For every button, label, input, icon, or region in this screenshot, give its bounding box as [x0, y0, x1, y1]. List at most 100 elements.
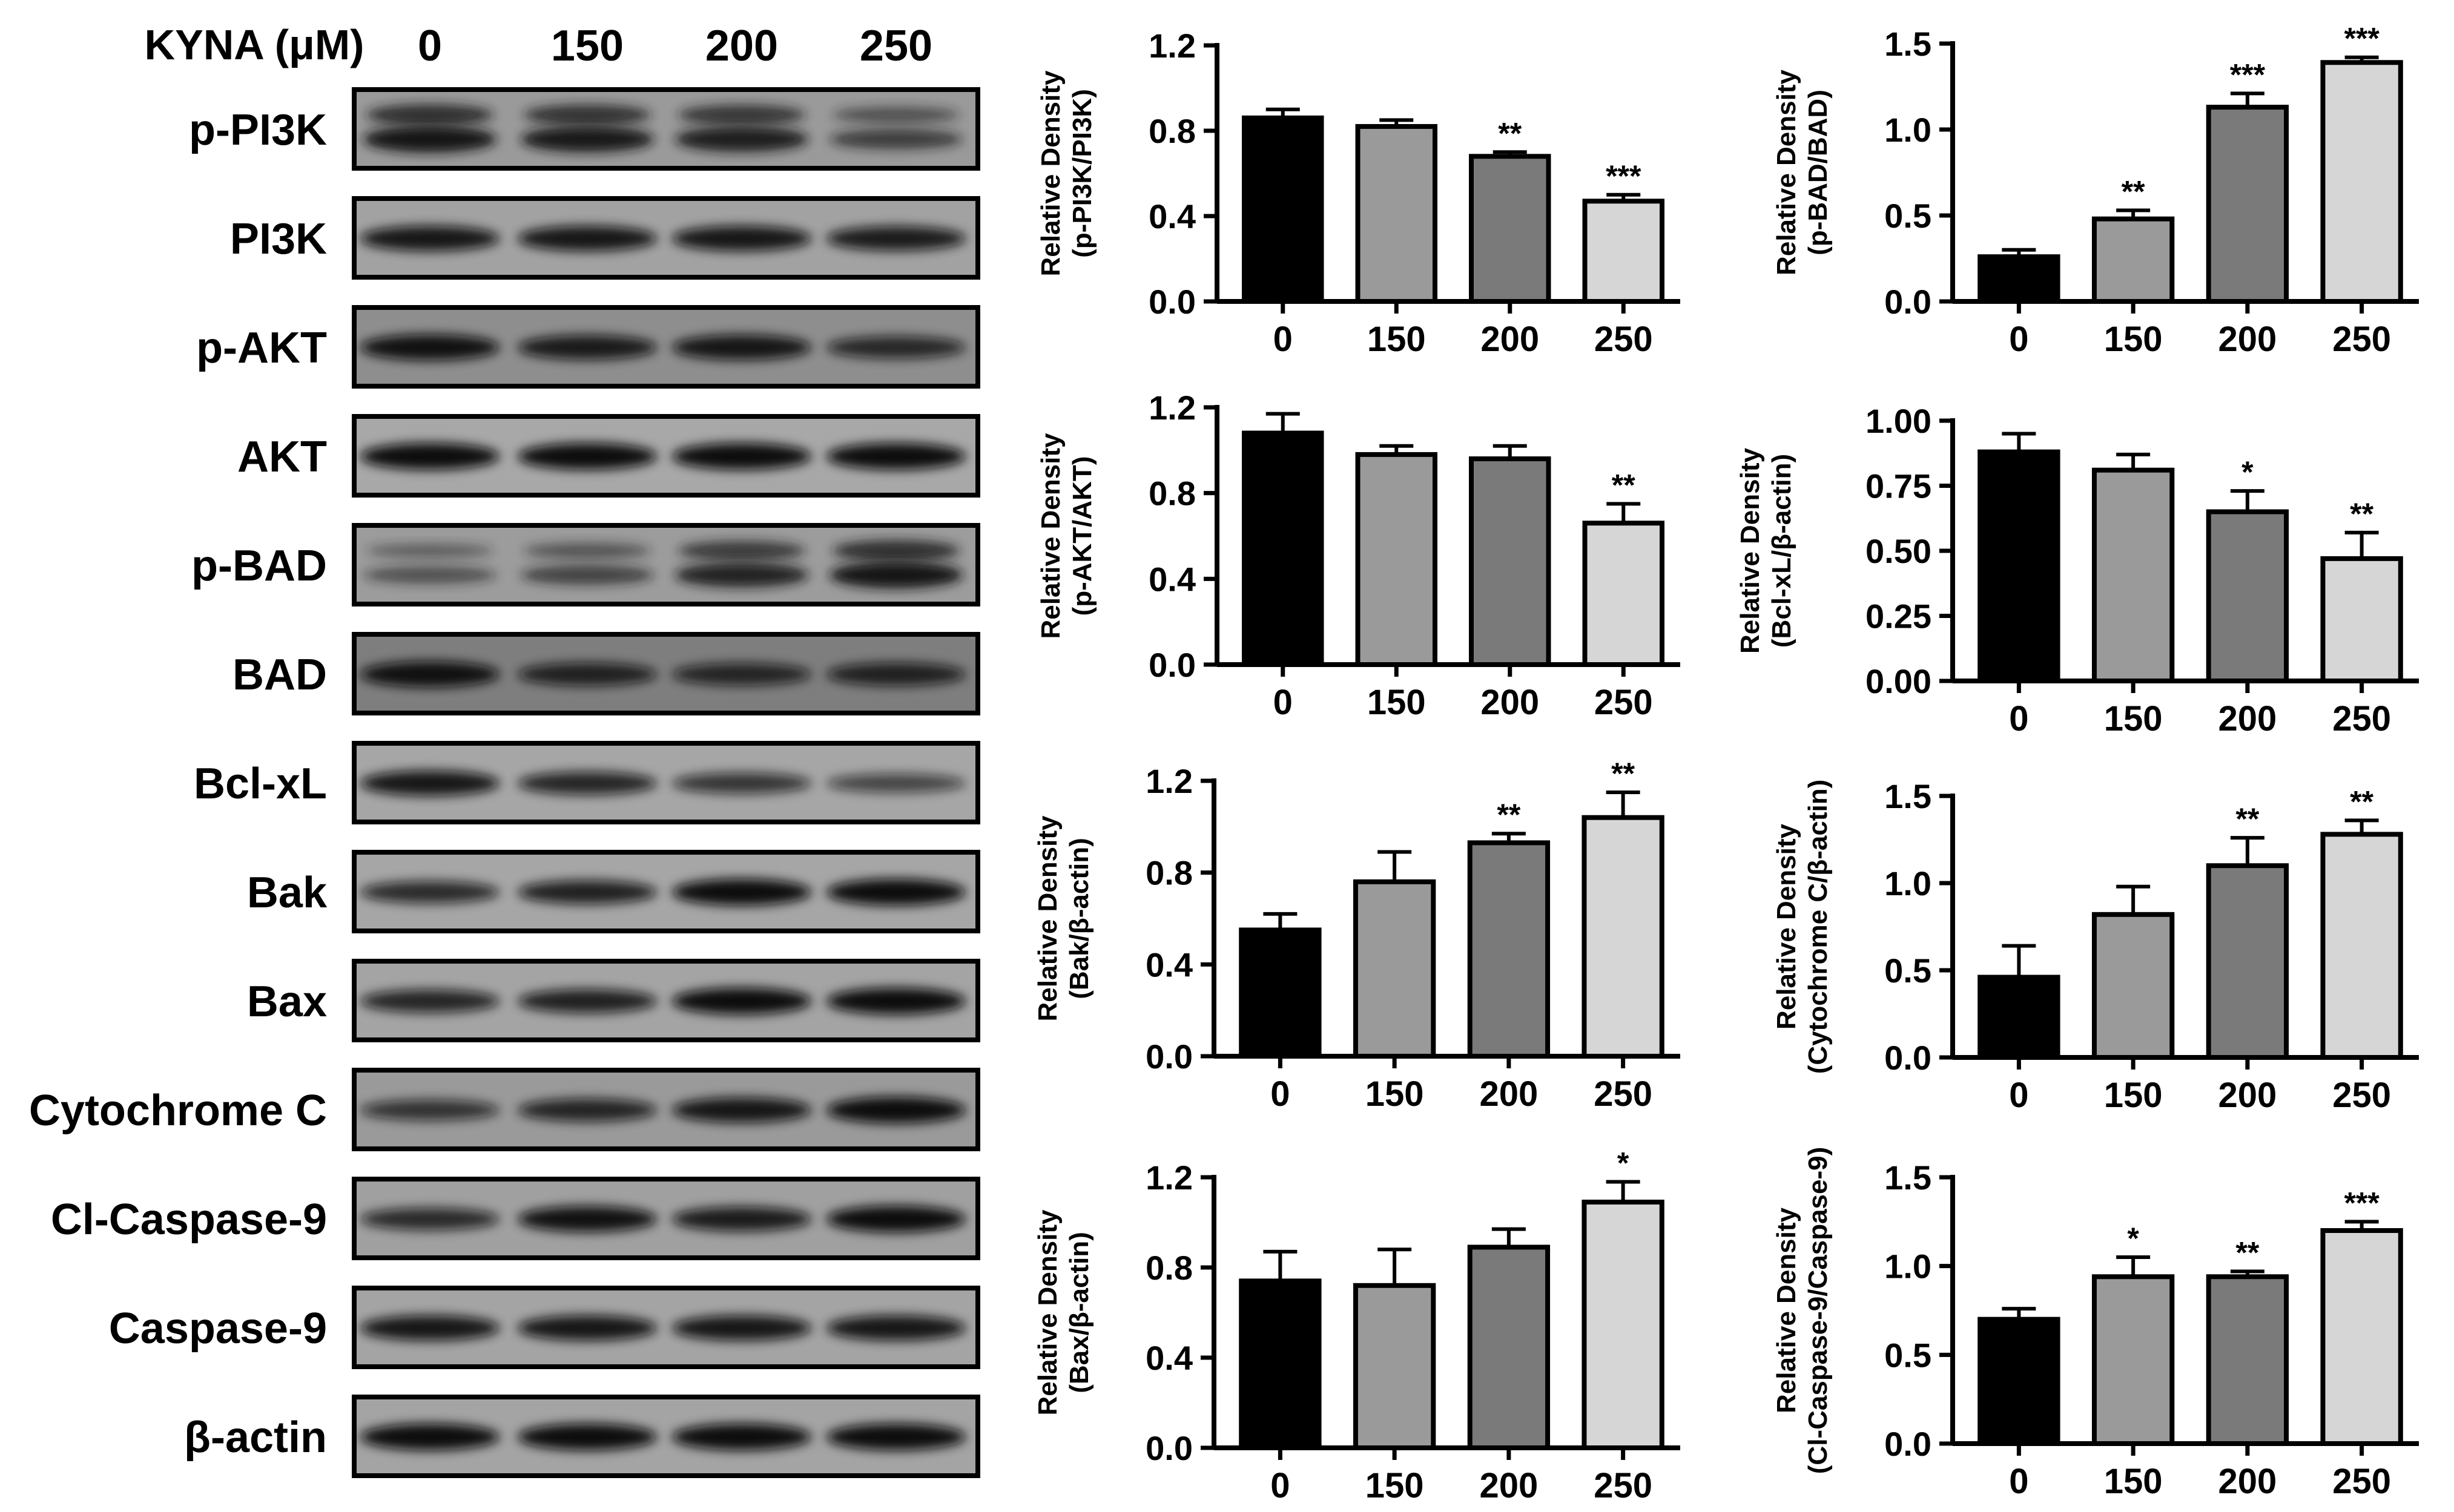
protein-band [826, 879, 966, 906]
blot-frame [352, 87, 980, 171]
blot-frame [352, 305, 980, 389]
protein-band [360, 1424, 500, 1450]
x-tick-label: 200 [2218, 320, 2277, 359]
y-tick-label: 0.8 [1146, 1249, 1193, 1287]
bar [2091, 216, 2175, 304]
protein-band [675, 562, 808, 588]
protein-band [360, 1208, 500, 1231]
protein-band [518, 443, 657, 470]
blot-frame [352, 1068, 980, 1151]
bar [1242, 115, 1324, 304]
x-tick-label: 250 [2332, 320, 2391, 359]
protein-label: Caspase-9 [109, 1304, 327, 1353]
y-tick-label: 0.8 [1149, 475, 1196, 513]
western-blot-figure: KYNA (μM) 0 150 200 250 p-PI3K PI3K p-AKT AKT p-B… [29, 21, 980, 1478]
y-tick-label: 0.0 [1149, 283, 1196, 321]
protein-label: Cl-Caspase-9 [51, 1195, 327, 1244]
x-tick-label: 150 [2104, 1462, 2163, 1501]
x-tick-label: 200 [1479, 1466, 1538, 1505]
protein-band [360, 771, 500, 796]
protein-band [521, 565, 654, 585]
protein-band [672, 988, 811, 1014]
protein-band [833, 107, 960, 123]
significance-label: *** [1606, 159, 1641, 193]
bar-chart: 0.0 0.5 1.0 1.5 Relative Density (Cytochrome … [1772, 777, 2419, 1115]
blot-row: p-AKT [196, 305, 980, 389]
x-tick-label: 0 [1270, 1466, 1290, 1505]
bar [1242, 430, 1324, 667]
protein-band [826, 1206, 966, 1232]
x-tick-label: 0 [2009, 1076, 2028, 1115]
x-tick-label: 200 [1479, 1074, 1538, 1114]
x-tick-label: 200 [1480, 683, 1539, 722]
y-axis-label: (Cl-Caspase-9/Caspase-9) [1803, 1147, 1833, 1474]
protein-band [826, 663, 966, 686]
protein-band [360, 443, 500, 470]
y-axis-label: Relative Density [1036, 70, 1066, 276]
y-axis-label: Relative Density [1772, 1208, 1801, 1413]
y-tick-label: 1.0 [1884, 111, 1931, 149]
lane-label: 250 [860, 22, 932, 70]
bar [1467, 840, 1551, 1059]
y-tick-label: 0.4 [1149, 560, 1196, 598]
bar [2320, 832, 2403, 1060]
protein-band [826, 1315, 966, 1341]
significance-label: *** [2344, 1186, 2380, 1220]
bar [1355, 123, 1437, 304]
y-tick-label: 0.4 [1146, 945, 1193, 984]
protein-band [672, 226, 811, 251]
y-tick-label: 1.2 [1149, 389, 1196, 427]
protein-band [360, 990, 500, 1013]
y-axis-label: Relative Density [1735, 448, 1765, 654]
bar-chart: 0.0 0.4 0.8 1.2 Relative Density (Bak/β-actin… [1033, 757, 1680, 1114]
protein-label: p-PI3K [189, 106, 327, 154]
bar [1355, 452, 1437, 668]
bar-chart: 0.0 0.4 0.8 1.2 Relative Density (Bax/β-actin… [1033, 1146, 1680, 1505]
bar [1239, 927, 1322, 1059]
x-tick-label: 200 [2218, 699, 2277, 738]
bar [2320, 1228, 2403, 1446]
protein-band [826, 1097, 966, 1123]
significance-label: ** [1611, 757, 1635, 791]
protein-band [363, 126, 496, 153]
bar [2206, 509, 2289, 683]
bar-charts-panel: 0.0 0.4 0.8 1.2 Relative Density (p-PI3K/PI3K… [993, 0, 2454, 1509]
bar [2320, 556, 2403, 684]
y-tick-label: 0.75 [1865, 467, 1931, 505]
bar-chart: 0.00 0.25 0.50 0.75 1.00 Relative Density (Bcl… [1735, 402, 2419, 738]
protein-band [675, 127, 808, 152]
blot-row: AKT [237, 414, 980, 498]
bar [2206, 105, 2289, 304]
y-tick-label: 1.5 [1884, 25, 1931, 63]
y-tick-label: 0.4 [1149, 197, 1196, 235]
x-tick-label: 150 [2104, 699, 2163, 738]
bar [1582, 815, 1664, 1059]
protein-band [826, 774, 966, 793]
bar-chart: 0.0 0.5 1.0 1.5 Relative Density (Cl-Caspase-… [1772, 1147, 2419, 1501]
lane-label: 150 [551, 22, 624, 70]
significance-label: * [2127, 1221, 2139, 1255]
blot-frame [352, 1177, 980, 1260]
blot-row: Caspase-9 [109, 1286, 980, 1369]
x-tick-label: 200 [2218, 1076, 2277, 1115]
bar [1469, 154, 1551, 304]
y-tick-label: 0.0 [1149, 646, 1196, 684]
protein-label: BAD [233, 651, 327, 699]
significance-label: ** [2350, 497, 2373, 531]
protein-band [518, 226, 657, 251]
y-tick-label: 1.00 [1865, 402, 1931, 440]
protein-band [826, 336, 966, 359]
protein-band [366, 104, 493, 126]
x-tick-label: 200 [2218, 1462, 2277, 1501]
protein-band [672, 772, 811, 794]
bar [1977, 975, 2060, 1060]
bar [2206, 1274, 2289, 1446]
x-tick-label: 250 [1594, 1466, 1652, 1505]
blot-row: Bax [247, 959, 980, 1042]
blot-frame [352, 741, 980, 824]
blot-frame [352, 196, 980, 280]
y-tick-label: 0.0 [1146, 1037, 1193, 1076]
y-axis-label: Relative Density [1033, 1209, 1063, 1415]
y-tick-label: 0.5 [1884, 197, 1931, 235]
y-tick-label: 1.2 [1149, 27, 1196, 65]
